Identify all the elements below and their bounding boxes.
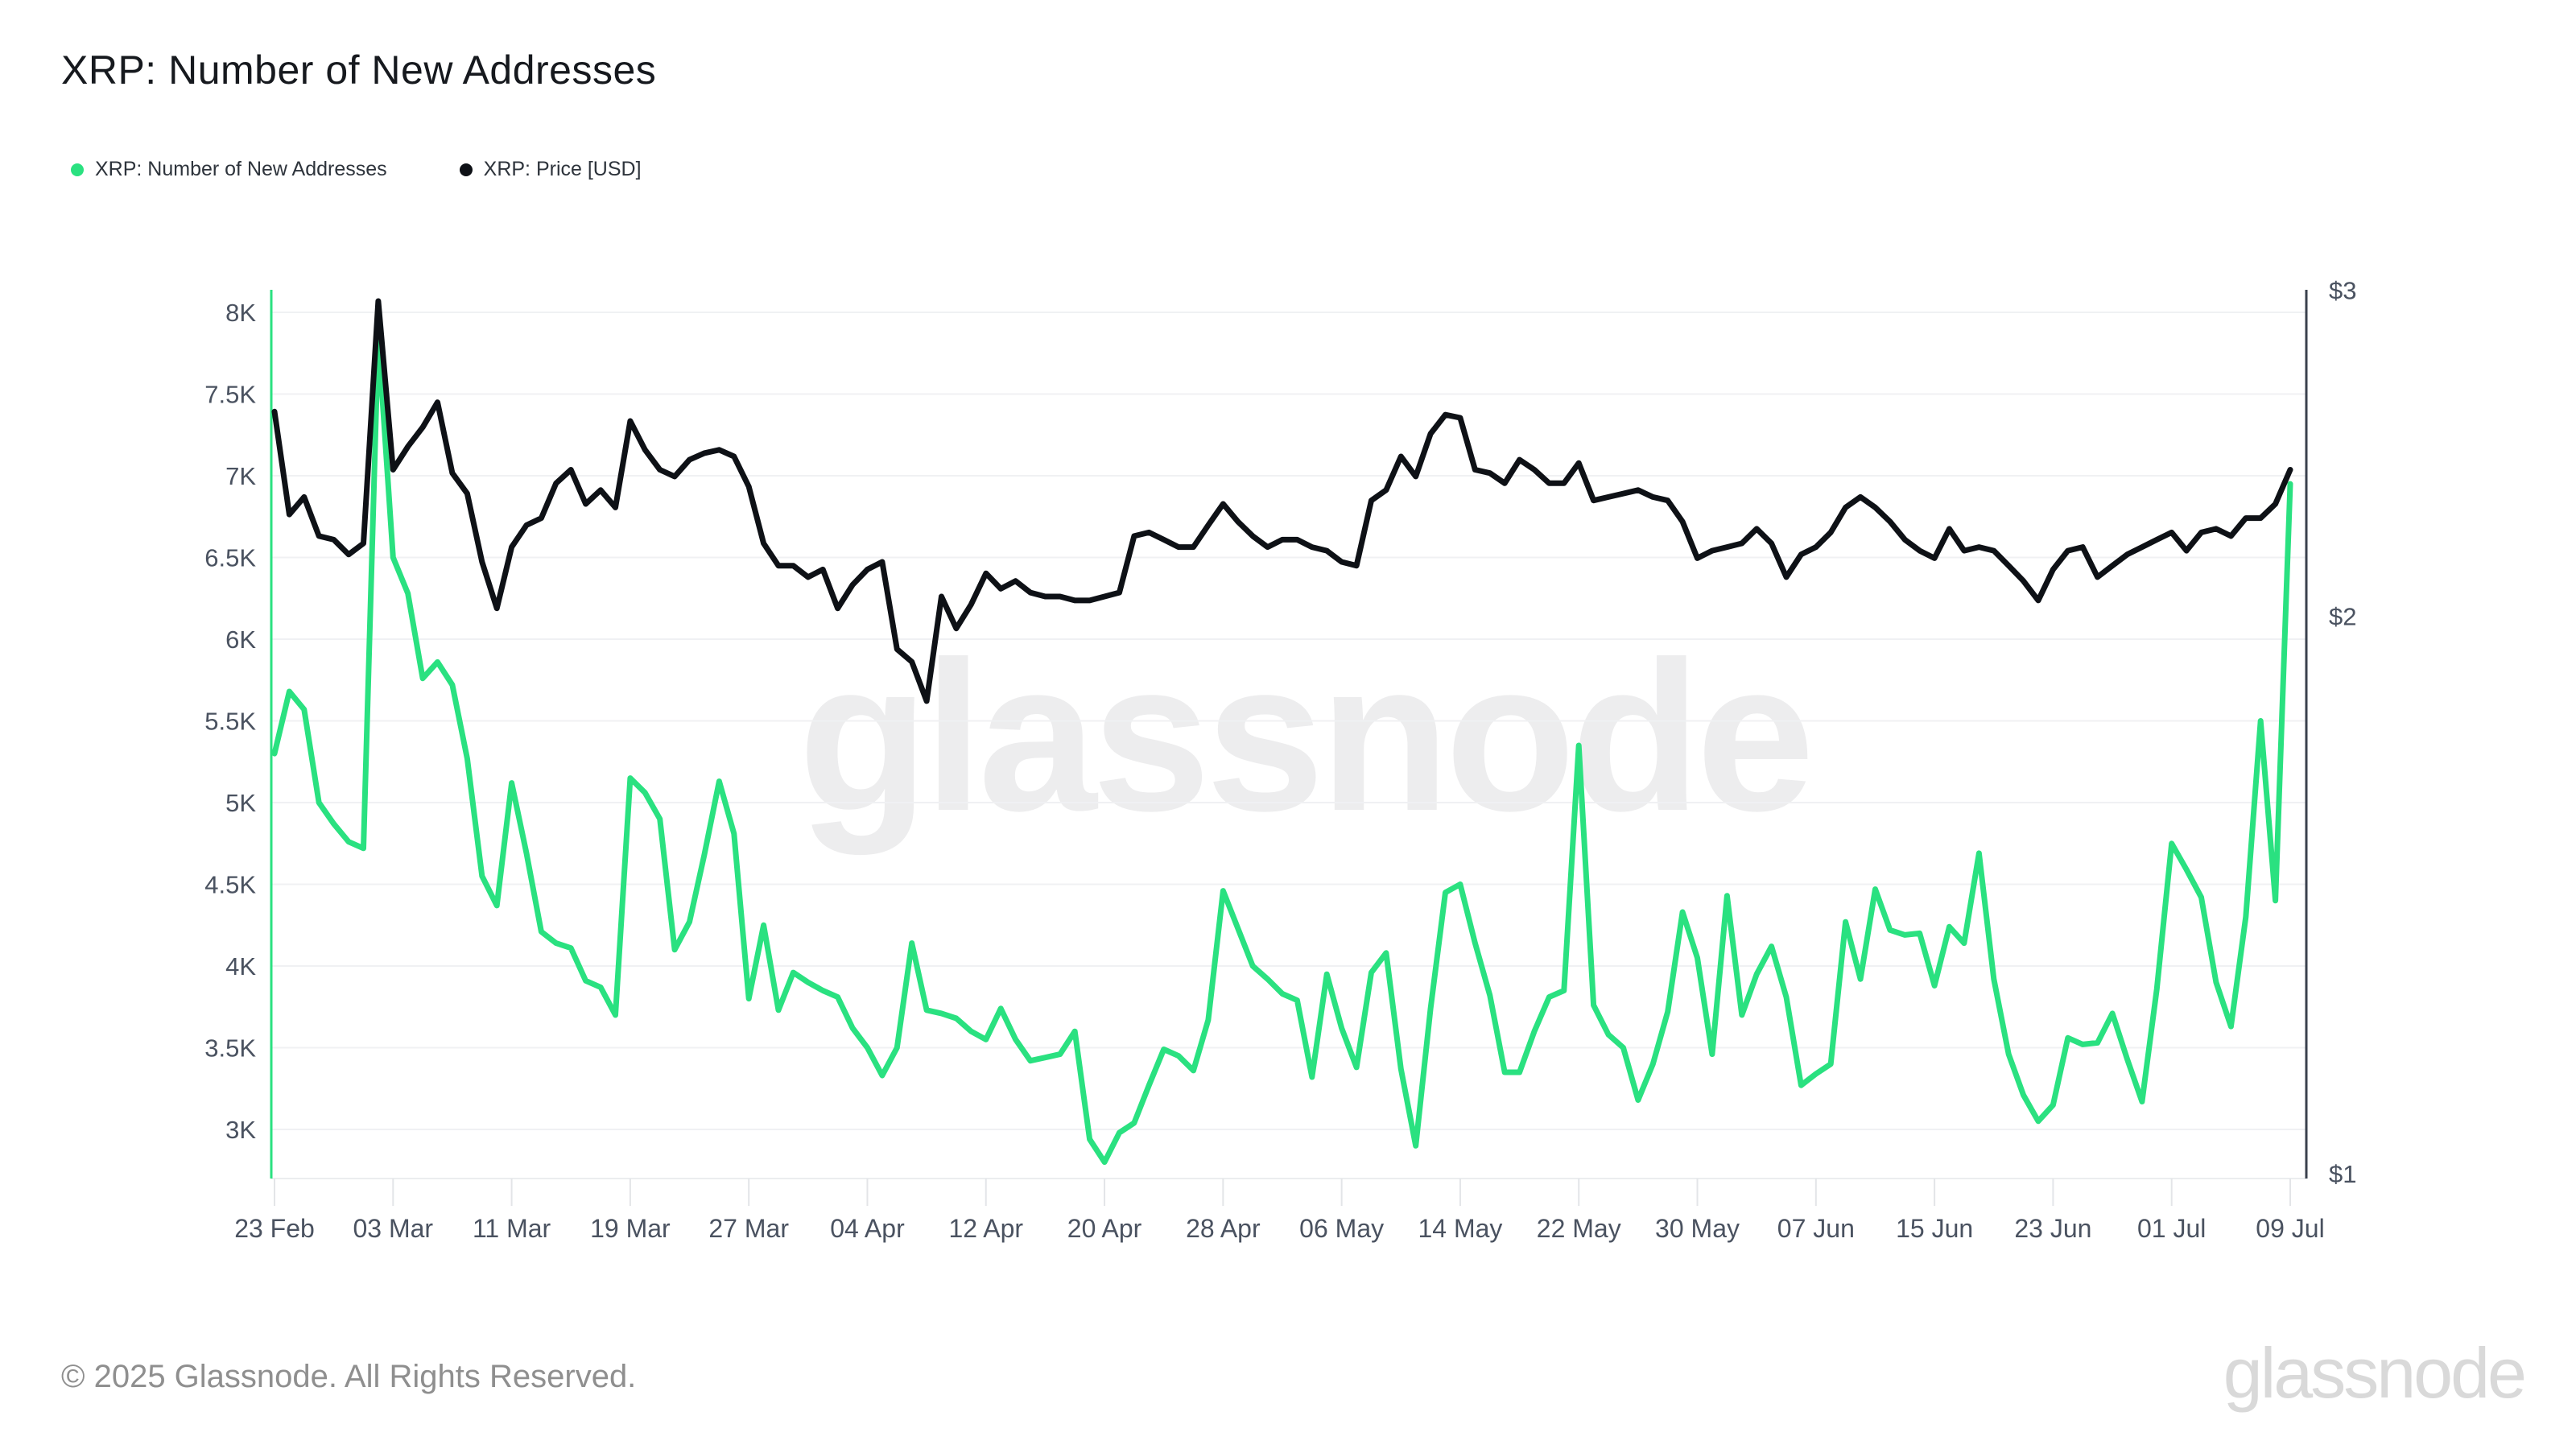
x-tick-label: 19 Mar [590, 1214, 671, 1243]
x-tick-label: 12 Apr [949, 1214, 1024, 1243]
chart-plot-area[interactable] [271, 290, 2306, 1179]
left-axis-tick-label: 3K [225, 1116, 256, 1144]
right-axis-tick-label: $1 [2329, 1160, 2356, 1188]
copyright-text: © 2025 Glassnode. All Rights Reserved. [61, 1359, 637, 1394]
legend-dot-black-icon [459, 163, 473, 176]
legend-item-price[interactable]: XRP: Price [USD] [459, 158, 642, 181]
legend-label: XRP: Number of New Addresses [95, 158, 387, 180]
left-axis-tick-label: 7.5K [204, 381, 256, 409]
x-tick-label: 11 Mar [473, 1214, 551, 1243]
chart-title: XRP: Number of New Addresses [61, 47, 657, 93]
legend: XRP: Number of New Addresses XRP: Price … [71, 158, 642, 181]
left-axis-tick-label: 6K [225, 625, 256, 654]
x-tick-label: 14 May [1418, 1214, 1502, 1243]
right-axis-tick-label: $3 [2329, 277, 2356, 305]
glassnode-watermark: glassnode [700, 596, 1908, 877]
left-axis-tick-label: 5K [225, 789, 256, 817]
x-tick-label: 15 Jun [1896, 1214, 1973, 1243]
left-axis-tick-label: 8K [225, 299, 256, 327]
x-tick-label: 06 May [1299, 1214, 1384, 1243]
left-axis-tick-label: 3.5K [204, 1034, 256, 1063]
series-line-price [271, 298, 2293, 704]
x-tick-label: 20 Apr [1067, 1214, 1142, 1243]
x-tick-label: 23 Feb [234, 1214, 315, 1243]
x-tick-label: 07 Jun [1777, 1214, 1855, 1243]
x-tick-label: 27 Mar [708, 1214, 789, 1243]
left-axis-tick-label: 7K [225, 462, 256, 490]
x-tick-label: 04 Apr [830, 1214, 905, 1243]
x-tick-label: 09 Jul [2256, 1214, 2324, 1243]
x-tick-label: 23 Jun [2014, 1214, 2091, 1243]
x-tick-label: 28 Apr [1186, 1214, 1261, 1243]
left-axis-tick-label: 5.5K [204, 708, 256, 736]
legend-item-new-addresses[interactable]: XRP: Number of New Addresses [71, 158, 387, 181]
series-line-new-addresses [271, 333, 2293, 1166]
x-tick-label: 01 Jul [2137, 1214, 2206, 1243]
left-axis-tick-label: 4.5K [204, 871, 256, 899]
glassnode-logo: glassnode [2223, 1333, 2527, 1413]
left-axis-tick-label: 6.5K [204, 544, 256, 572]
legend-label: XRP: Price [USD] [483, 158, 642, 180]
left-axis-tick-label: 4K [225, 952, 256, 980]
right-axis-tick-label: $2 [2329, 603, 2356, 631]
x-tick-label: 22 May [1537, 1214, 1621, 1243]
legend-dot-green-icon [71, 163, 84, 176]
x-tick-label: 03 Mar [353, 1214, 433, 1243]
x-tick-label: 30 May [1655, 1214, 1740, 1243]
